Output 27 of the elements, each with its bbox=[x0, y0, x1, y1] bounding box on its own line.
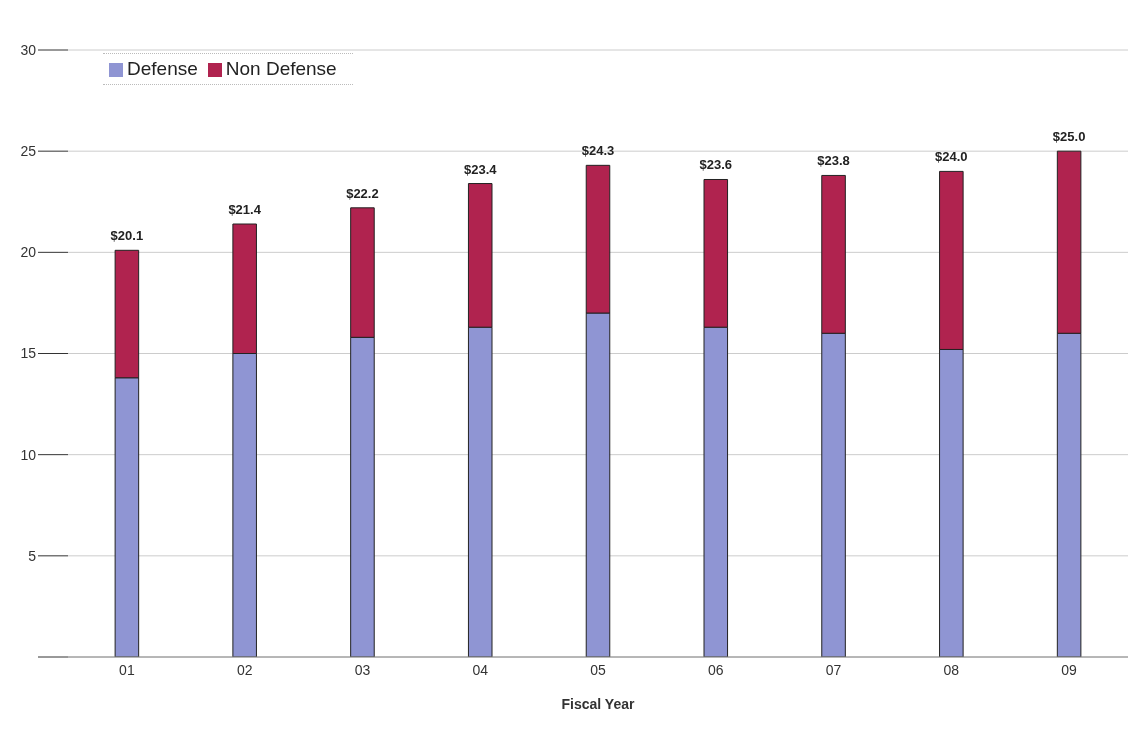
y-tick-label: 30 bbox=[20, 41, 37, 58]
legend-label: Non Defense bbox=[225, 58, 337, 79]
x-axis-title: Fiscal Year bbox=[561, 696, 635, 712]
y-tick-label: 25 bbox=[20, 143, 37, 160]
y-tick-label: 20 bbox=[20, 244, 37, 261]
x-tick-label: 01 bbox=[119, 661, 135, 678]
y-tick-label: 5 bbox=[28, 547, 37, 564]
total-label: $24.0 bbox=[935, 149, 968, 165]
x-tick-label: 03 bbox=[354, 661, 371, 678]
total-label: $21.4 bbox=[228, 202, 262, 218]
x-tick-label: 04 bbox=[472, 661, 489, 678]
x-tick-label: 07 bbox=[825, 661, 842, 678]
total-label: $23.4 bbox=[463, 161, 498, 177]
total-label: $20.1 bbox=[110, 228, 144, 244]
total-label: $23.6 bbox=[699, 157, 733, 173]
y-tick-label: 15 bbox=[20, 345, 37, 362]
x-tick-label: 05 bbox=[590, 661, 606, 678]
x-tick-label: 08 bbox=[943, 661, 960, 678]
x-tick-label: 06 bbox=[707, 661, 724, 678]
total-label: $25.0 bbox=[1052, 129, 1086, 145]
x-tick-label: 02 bbox=[236, 661, 253, 678]
y-tick-label: 10 bbox=[20, 446, 37, 463]
total-label: $22.2 bbox=[346, 185, 379, 201]
total-label: $24.3 bbox=[581, 143, 615, 159]
total-label: $23.8 bbox=[817, 153, 850, 169]
legend-label: Defense bbox=[127, 58, 198, 79]
x-tick-label: 09 bbox=[1061, 661, 1078, 678]
